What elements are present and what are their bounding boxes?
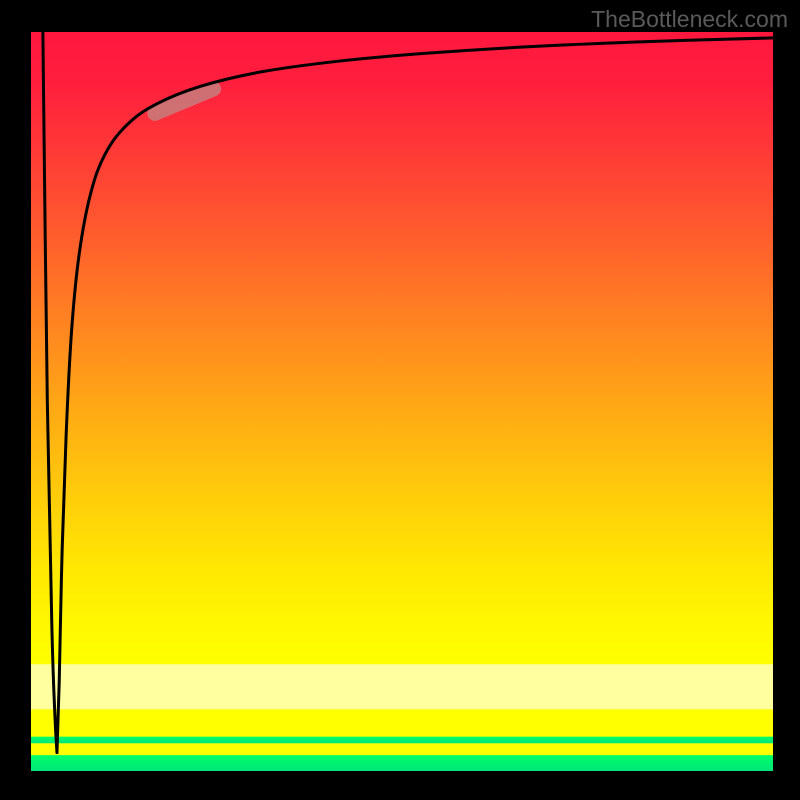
ascending-curve	[57, 38, 773, 753]
chart-container: TheBottleneck.com	[0, 0, 800, 800]
attribution-label: TheBottleneck.com	[591, 6, 788, 33]
descending-curve	[43, 32, 57, 753]
plot-area	[31, 32, 773, 771]
curve-layer	[31, 32, 773, 771]
